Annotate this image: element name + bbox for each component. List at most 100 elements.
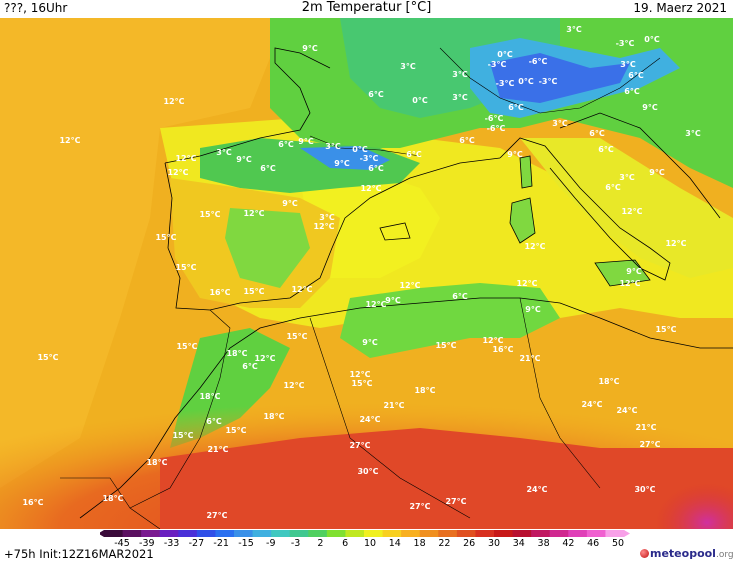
temperature-label: 12°C <box>360 184 381 193</box>
temperature-label: 15°C <box>435 341 456 350</box>
temperature-label: 30°C <box>634 485 655 494</box>
temperature-label: 27°C <box>206 511 227 520</box>
mediterranean-center <box>300 168 440 278</box>
temperature-label: 12°C <box>365 300 386 309</box>
legend-color-swatch <box>494 530 514 537</box>
temperature-label: 9°C <box>525 305 541 314</box>
legend-color-swatch <box>512 530 532 537</box>
temperature-label: -3°C <box>360 154 379 163</box>
temperature-label: 9°C <box>334 159 350 168</box>
temperature-label: 0°C <box>644 35 660 44</box>
model-run-info: +75h Init:12Z16MAR2021 <box>4 547 154 561</box>
legend-color-swatch <box>104 530 124 537</box>
temperature-label: 24°C <box>581 400 602 409</box>
temperature-label: 12°C <box>283 381 304 390</box>
legend-tick-label: 18 <box>414 538 426 547</box>
temperature-label: 21°C <box>383 401 404 410</box>
temperature-label: -3°C <box>616 39 635 48</box>
temperature-label: 12°C <box>399 281 420 290</box>
temperature-map[interactable]: 9°C 3°C 0°C -3°C 0°C -3°C -6°C 3°C 3°C 3°C -3°C 0°C… <box>0 18 733 529</box>
temperature-label: 15°C <box>175 263 196 272</box>
temperature-label: 12°C <box>621 207 642 216</box>
legend-tick-label: 30 <box>488 538 500 547</box>
temperature-label: 27°C <box>639 440 660 449</box>
temperature-label: 15°C <box>286 332 307 341</box>
temperature-label: -6°C <box>487 124 506 133</box>
temperature-label: 6°C <box>406 150 422 159</box>
temperature-label: 12°C <box>291 285 312 294</box>
temperature-label: 3°C <box>452 93 468 102</box>
temperature-label: 9°C <box>362 338 378 347</box>
temperature-label: 18°C <box>414 386 435 395</box>
temperature-label: 0°C <box>518 77 534 86</box>
logo-text: meteopool <box>650 547 716 560</box>
temperature-label: 12°C <box>313 222 334 231</box>
temperature-label: 15°C <box>243 287 264 296</box>
temperature-label: 24°C <box>359 415 380 424</box>
temperature-label: 6°C <box>628 71 644 80</box>
temperature-label: 9°C <box>298 137 314 146</box>
sicily-field <box>595 260 650 286</box>
legend-color-swatch <box>196 530 216 537</box>
temperature-label: 3°C <box>566 25 582 34</box>
legend-color-swatch <box>475 530 495 537</box>
temperature-label: 15°C <box>225 426 246 435</box>
temperature-label: 12°C <box>619 279 640 288</box>
temperature-legend: -45 -39 -33 -27 -21 -15 -9 -3 2 6 10 14 18 22 26 30 34 38… <box>100 530 630 547</box>
temperature-label: 6°C <box>508 103 524 112</box>
coastline-italy <box>499 137 671 281</box>
temperature-label: 6°C <box>624 87 640 96</box>
temperature-label: 21°C <box>207 445 228 454</box>
legend-tick-label: -3 <box>291 538 300 547</box>
temperature-label: 3°C <box>325 142 341 151</box>
pyrenees-cold <box>300 146 390 170</box>
legend-left-arrow <box>100 530 104 537</box>
temperature-label: 12°C <box>254 354 275 363</box>
temperature-label: 15°C <box>176 342 197 351</box>
coastline-sicily <box>594 259 651 287</box>
legend-color-swatch <box>289 530 309 537</box>
corsica-field <box>520 156 532 188</box>
temperature-label: 9°C <box>626 267 642 276</box>
temperature-label: 21°C <box>635 423 656 432</box>
legend-color-swatch <box>308 530 328 537</box>
legend-color-swatch <box>531 530 551 537</box>
coastline-sardinia <box>509 197 536 244</box>
temperature-label: 6°C <box>452 292 468 301</box>
temperature-label: 12°C <box>167 168 188 177</box>
temperature-label: 6°C <box>278 140 294 149</box>
temperature-label: 24°C <box>526 485 547 494</box>
coastline-north-africa <box>79 297 733 519</box>
temperature-map-canvas: 9°C3°C0°C-3°C 0°C-3°C -6°C 3°C3°C3°C-3°C 0°C… <box>0 18 733 529</box>
temperature-label: 6°C <box>459 136 475 145</box>
legend-tick-label: 34 <box>513 538 525 547</box>
temperature-label: 15°C <box>655 325 676 334</box>
temperature-label: 12°C <box>524 242 545 251</box>
legend-tick-label: 22 <box>438 538 450 547</box>
legend-color-swatch <box>401 530 421 537</box>
temperature-label: 24°C <box>616 406 637 415</box>
coastline-balearics <box>379 222 411 241</box>
temperature-label: 12°C <box>516 279 537 288</box>
temperature-label: 3°C <box>620 60 636 69</box>
temperature-label: -6°C <box>529 57 548 66</box>
temperature-label: -3°C <box>496 79 515 88</box>
legend-tick-label: -33 <box>164 538 180 547</box>
legend-color-bar <box>100 530 630 537</box>
legend-color-swatch <box>234 530 254 537</box>
legend-right-arrow <box>624 530 630 537</box>
temperature-label: 0°C <box>497 50 513 59</box>
coastline-iberia <box>164 157 501 311</box>
temperature-label: 16°C <box>492 345 513 354</box>
temperature-label: 6°C <box>605 183 621 192</box>
temperature-label: 15°C <box>155 233 176 242</box>
temperature-label: -3°C <box>488 60 507 69</box>
temperature-label: 27°C <box>445 497 466 506</box>
temperature-label: 3°C <box>216 148 232 157</box>
border-tunisia-libya <box>519 297 601 489</box>
temperature-label: 12°C <box>163 97 184 106</box>
meteopool-logo[interactable]: meteopool.org <box>640 547 733 560</box>
logo-suffix: .org <box>715 550 733 560</box>
temperature-label: 3°C <box>400 62 416 71</box>
temperature-label: 30°C <box>357 467 378 476</box>
